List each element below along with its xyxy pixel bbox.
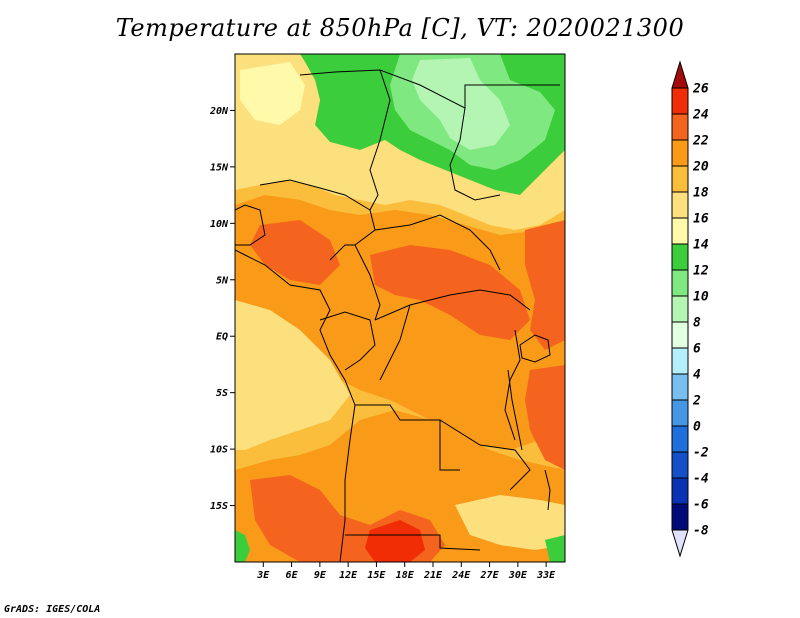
colorbar-label: 22 [692,134,709,149]
lon-tick-label: 24E [451,570,471,581]
colorbar-swatch [671,113,689,141]
lat-tick-label: 10S [210,445,228,456]
colorbar-label: -8 [693,524,709,539]
pale-patch-northwest [240,62,305,125]
lon-tick-label: 6E [286,570,299,581]
colorbar-swatch [671,477,689,505]
hot-patch-southeast [525,365,565,470]
lat-tick-label: 15N [210,162,229,173]
border-namibia [345,534,481,551]
colorbar-swatch [671,451,689,479]
lat-tick-label: 20N [209,106,229,117]
border-chad [354,69,391,246]
coastline-west [235,249,356,562]
hot-patch-east [525,220,565,350]
hot-core-central [370,245,530,340]
colorbar-swatch [671,191,689,219]
colorbar-swatch [671,243,689,271]
colorbar-swatch [671,217,689,245]
colorbar-label: 2 [692,394,701,409]
colorbar-label: 0 [693,420,701,435]
lon-tick-label: 12E [339,570,358,581]
colorbar-label: 18 [693,186,709,201]
colorbar-label: 8 [693,316,701,331]
lon-tick-label: 30E [508,570,528,581]
colorbar-label: 6 [693,342,701,357]
coastline-north-west [235,204,266,246]
colorbar-swatch [671,503,689,531]
lake-malawi [544,469,551,511]
cool-region-core [412,58,510,150]
lat-tick-label: 10N [210,219,229,230]
border-congo-north [374,289,531,321]
border-cameroon [329,244,381,321]
yellow-band-north [235,54,565,230]
lon-tick-label: 3E [256,570,270,581]
map-frame [234,53,566,563]
hot-patch-west [250,220,340,285]
cool-coast-west [235,300,350,450]
colorbar-swatch [671,425,689,453]
country-borders [235,69,560,562]
lon-tick-label: 15E [367,570,386,581]
grads-credit: GrADS: IGES/COLA [4,604,101,615]
colorbar-label: 16 [693,212,709,227]
border-angola [355,404,460,471]
border-east [504,329,521,441]
border-nigeria [259,179,371,211]
colorbar-over-triangle [671,60,689,89]
border-gabon [319,311,376,371]
colorbar-label: 20 [692,160,709,175]
colorbar-label: -4 [693,472,709,487]
lake-tanganyika [507,369,523,451]
colorbar-swatch [671,347,689,375]
lat-tick-label: 5N [216,275,229,286]
border-zambia [439,419,531,491]
colorbar-label: 14 [693,238,709,253]
lon-tick-label: 21E [423,570,443,581]
border-car [374,214,501,271]
lat-tick-label: EQ [216,332,228,343]
border-sahel [299,69,501,201]
figure-title: Temperature at 850hPa [C], VT: 202002130… [115,14,685,42]
colorbar-label: 4 [693,368,701,383]
longitude-axis: 3E 6E 9E 12E 15E 18E 21E 24E 27E 30E 33E [256,562,556,581]
colorbar-swatch [671,87,689,115]
lon-tick-label: 33E [536,570,556,581]
hot-core-south-inner [365,520,425,562]
temperature-field [235,54,565,562]
colorbar-label: 12 [693,264,709,279]
colorbar-label: 26 [692,82,709,97]
colorbar-label: 10 [693,290,709,305]
lat-tick-label: 5S [216,388,228,399]
colorbar-swatch [671,399,689,427]
latitude-axis: 20N 15N 10N 5N EQ 5S 10S 15S [209,106,235,512]
border-drc-west [379,304,411,381]
lon-tick-label: 9E [314,570,327,581]
colorbar-label: -2 [693,446,709,461]
border-north-east [464,84,560,108]
colorbar-under-triangle [671,529,689,558]
colorbar-swatch [671,165,689,193]
cool-patch-south [455,495,565,550]
colorbar-swatch [671,295,689,323]
colorbar-swatch [671,321,689,349]
colorbar-swatch [671,373,689,401]
green-patch-southwest [235,530,250,562]
lon-tick-label: 27E [480,570,500,581]
lat-tick-label: 15S [210,501,228,512]
lon-tick-label: 18E [396,570,415,581]
green-patch-southeast [545,535,565,562]
colorbar-label: -6 [693,498,709,513]
colorbar-label: 24 [692,108,709,123]
lake-victoria [519,334,551,363]
colorbar-swatch [671,269,689,297]
colorbar-swatch [671,139,689,167]
